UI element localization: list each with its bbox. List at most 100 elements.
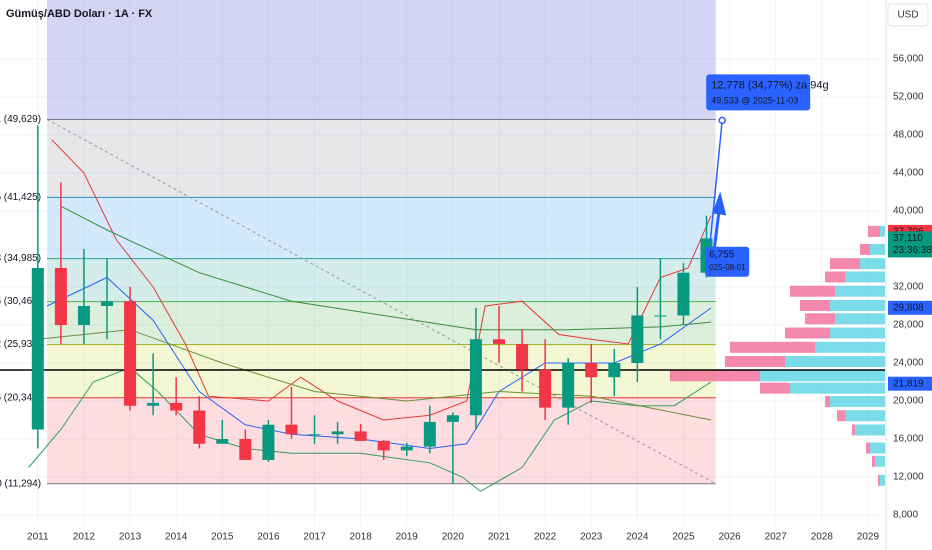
candle-body — [147, 402, 160, 406]
volume-down — [830, 258, 860, 270]
x-tick-label: 2018 — [350, 532, 373, 543]
candle-body — [216, 439, 229, 444]
y-tick-label: 48,000 — [893, 130, 924, 141]
fib-zone — [47, 197, 716, 259]
y-tick-label: 32,000 — [893, 282, 924, 293]
x-tick-label: 2012 — [73, 532, 96, 543]
candle-body — [285, 424, 298, 435]
price-countdown: 23:36:38 — [893, 245, 932, 256]
candle-body — [608, 362, 621, 378]
volume-up — [815, 341, 885, 353]
projection-start-detail: 025-08-01 — [709, 263, 746, 272]
axes: 8,000 12,000 16,000 20,000 24,000 28,000 32,00… — [27, 54, 932, 543]
volume-up — [845, 410, 885, 422]
y-tick-label: 44,000 — [893, 168, 924, 179]
fib-zone — [47, 397, 716, 484]
projection-start-box — [705, 246, 750, 277]
volume-down — [872, 455, 875, 467]
y-tick-label: 28,000 — [893, 320, 924, 331]
indicator-line — [46, 276, 712, 450]
y-tick-label: 52,000 — [893, 92, 924, 103]
y-tick-label: 16,000 — [893, 434, 924, 445]
volume-up — [835, 285, 885, 297]
volume-down — [760, 382, 790, 394]
fib-zone — [47, 344, 716, 398]
currency-box[interactable] — [887, 3, 929, 27]
fib-zone — [47, 119, 716, 198]
plot-area: 1 (49,629) 0.786 (41,425) 0.618 (34,985) 0,… — [0, 0, 885, 525]
x-tick-label: 2011 — [27, 532, 49, 543]
volume-down — [878, 474, 880, 486]
candle-body — [77, 305, 90, 325]
y-tick-label: 40,000 — [893, 206, 924, 217]
projection-arrow — [709, 120, 723, 242]
price-label: 37,110 — [893, 233, 923, 244]
candle-body — [377, 440, 390, 451]
fib-top-zone — [47, 0, 716, 120]
candle-body — [193, 410, 206, 444]
volume-up — [855, 424, 885, 436]
volume-up — [790, 382, 885, 394]
candle-body — [331, 431, 344, 435]
price-label-box — [888, 376, 932, 391]
candle-body — [124, 301, 137, 406]
candle-body — [562, 362, 575, 408]
indicator-line — [51, 139, 712, 421]
candle-body — [492, 339, 505, 344]
volume-up — [870, 442, 885, 454]
projection-text: 12,778 (34,77%) za 94g — [711, 79, 828, 91]
volume-down — [725, 356, 785, 368]
candle-body — [54, 267, 67, 325]
indicator-line — [60, 205, 712, 331]
y-tick-label: 12,000 — [893, 472, 924, 483]
fib-zone — [47, 301, 716, 345]
x-tick-label: 2016 — [257, 532, 280, 543]
x-tick-label: 2021 — [488, 532, 511, 543]
volume-down — [837, 410, 845, 422]
volume-up — [880, 474, 885, 486]
candle-body — [308, 434, 321, 436]
candle-body — [400, 446, 413, 451]
y-tick-label: 8,000 — [893, 510, 918, 521]
currency: USD — [897, 10, 918, 21]
candle-body — [31, 267, 44, 430]
candle-body — [516, 343, 529, 370]
fib-label: 0.382 (25,938) — [0, 339, 41, 350]
fib-label: 1 (49,629) — [0, 114, 41, 125]
volume-down — [790, 285, 835, 297]
volume-down — [670, 370, 760, 382]
candle-body — [446, 415, 459, 422]
candle-body — [239, 439, 252, 460]
y-tick-label: 24,000 — [893, 358, 924, 369]
x-tick-label: 2026 — [718, 532, 741, 543]
projection-big-arrow-head — [712, 191, 727, 216]
projection-big-arrow — [712, 209, 721, 250]
candle-body — [354, 431, 367, 441]
volume-up — [830, 327, 885, 339]
fib-label: 0.236 (20,341) — [0, 392, 41, 403]
volume-down — [785, 327, 830, 339]
x-tick-label: 2013 — [119, 532, 142, 543]
projection-box — [706, 74, 811, 111]
volume-down — [825, 395, 830, 407]
volume-down — [825, 271, 845, 283]
volume-up — [880, 225, 885, 237]
x-tick-label: 2027 — [765, 532, 788, 543]
fib-label: 0.786 (41,425) — [0, 192, 41, 203]
volume-up — [835, 313, 885, 325]
candle-body — [677, 272, 690, 316]
volume-up — [830, 299, 885, 311]
volume-up — [875, 455, 885, 467]
x-tick-label: 2025 — [672, 532, 695, 543]
x-tick-label: 2028 — [811, 532, 834, 543]
fib-zone — [47, 258, 716, 302]
volume-down — [852, 424, 855, 436]
x-tick-label: 2020 — [442, 532, 465, 543]
x-tick-label: 2022 — [534, 532, 557, 543]
volume-down — [868, 225, 880, 237]
volume-down — [730, 341, 815, 353]
x-tick-label: 2019 — [396, 532, 419, 543]
candle-body — [262, 424, 275, 460]
